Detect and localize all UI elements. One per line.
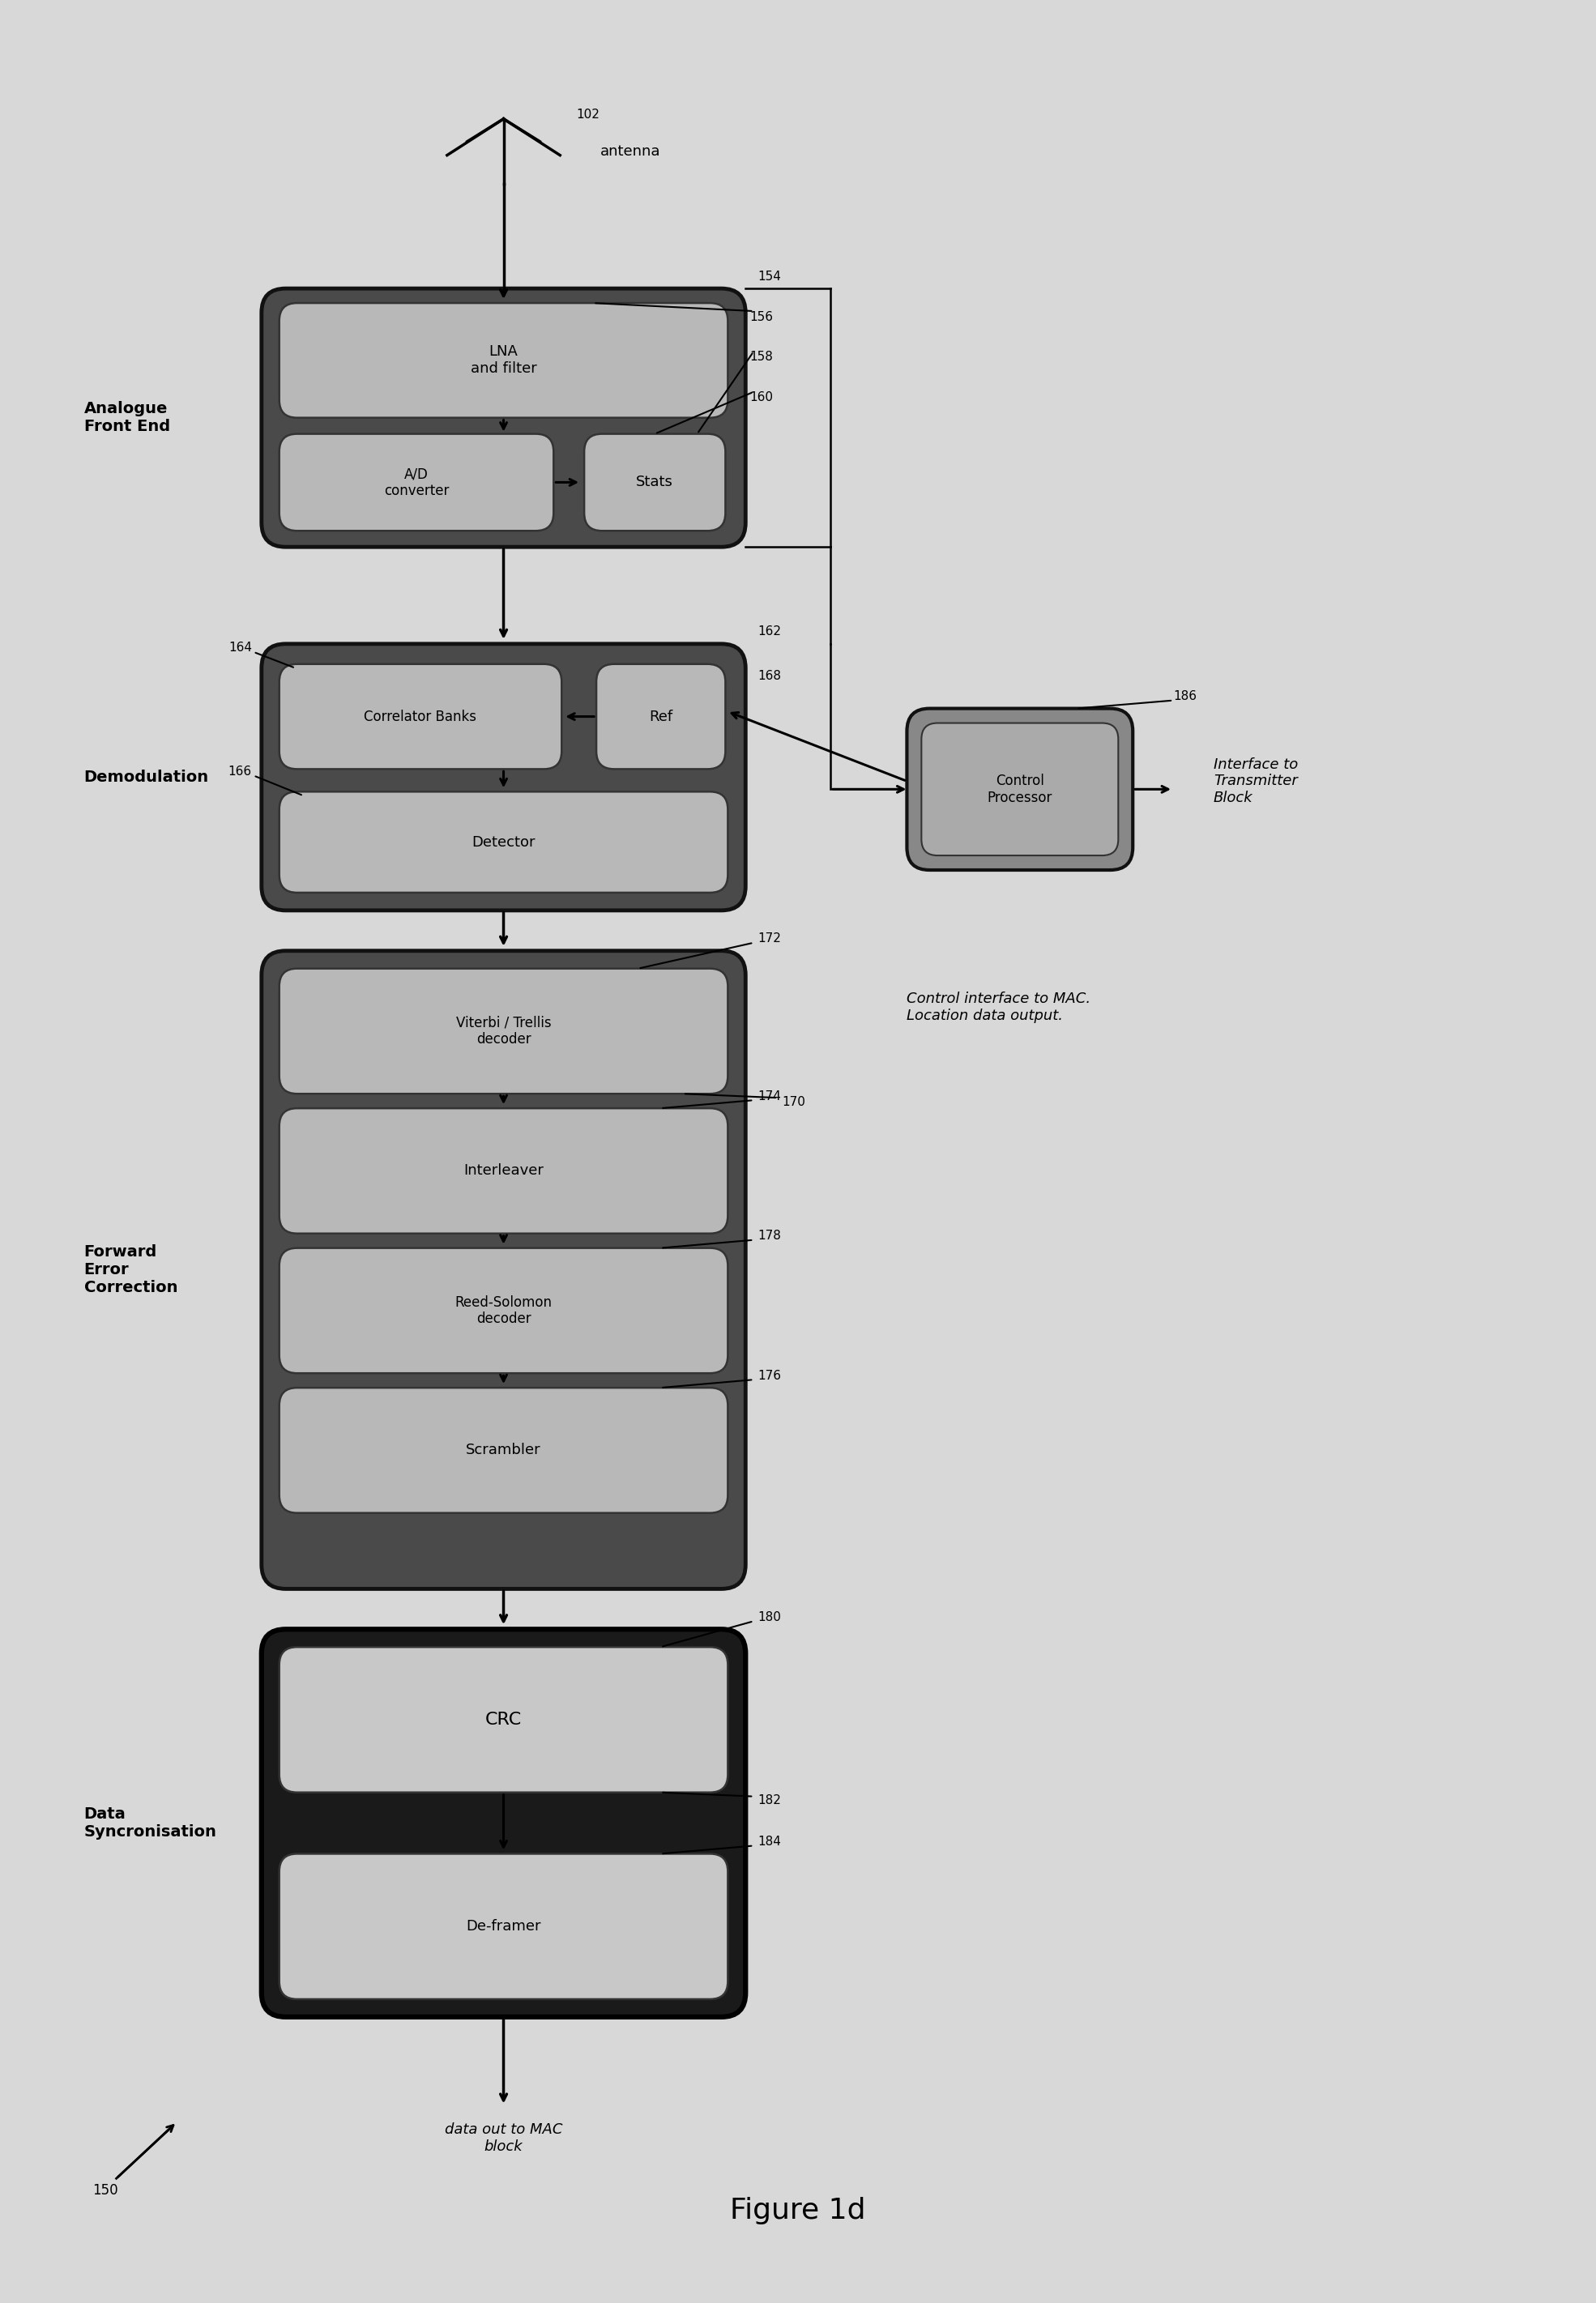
Text: 158: 158 xyxy=(750,350,772,364)
Text: Scrambler: Scrambler xyxy=(466,1444,541,1458)
FancyBboxPatch shape xyxy=(279,1389,728,1513)
Text: antenna: antenna xyxy=(600,143,661,159)
Text: 182: 182 xyxy=(758,1794,780,1806)
Text: data out to MAC
block: data out to MAC block xyxy=(445,2123,562,2153)
Text: 186: 186 xyxy=(1173,691,1197,702)
Text: Control interface to MAC.
Location data output.: Control interface to MAC. Location data … xyxy=(907,993,1092,1023)
Text: 174: 174 xyxy=(758,1089,780,1103)
Text: A/D
converter: A/D converter xyxy=(385,468,448,497)
FancyBboxPatch shape xyxy=(279,433,554,530)
Text: 162: 162 xyxy=(758,626,780,638)
Text: Control
Processor: Control Processor xyxy=(988,774,1052,806)
Text: 102: 102 xyxy=(576,108,600,122)
Text: 166: 166 xyxy=(228,765,252,778)
Text: CRC: CRC xyxy=(485,1711,522,1727)
Text: Demodulation: Demodulation xyxy=(85,769,209,785)
Text: Detector: Detector xyxy=(472,836,535,850)
Text: Analogue
Front End: Analogue Front End xyxy=(85,401,171,435)
Text: LNA
and filter: LNA and filter xyxy=(471,345,536,375)
FancyBboxPatch shape xyxy=(921,723,1119,854)
FancyBboxPatch shape xyxy=(262,645,745,910)
Text: 170: 170 xyxy=(782,1096,806,1108)
FancyBboxPatch shape xyxy=(262,951,745,1589)
Text: 154: 154 xyxy=(758,269,780,283)
Text: 180: 180 xyxy=(758,1612,780,1624)
Text: 168: 168 xyxy=(758,670,780,682)
Text: 172: 172 xyxy=(758,933,780,944)
FancyBboxPatch shape xyxy=(279,1647,728,1792)
FancyBboxPatch shape xyxy=(279,1108,728,1234)
Text: 156: 156 xyxy=(750,311,772,322)
FancyBboxPatch shape xyxy=(279,792,728,894)
Text: Viterbi / Trellis
decoder: Viterbi / Trellis decoder xyxy=(456,1016,551,1048)
FancyBboxPatch shape xyxy=(279,1854,728,1999)
Text: Ref: Ref xyxy=(650,709,672,723)
Text: 178: 178 xyxy=(758,1230,780,1241)
Text: 160: 160 xyxy=(750,392,772,403)
FancyBboxPatch shape xyxy=(262,1628,745,2017)
FancyBboxPatch shape xyxy=(262,288,745,546)
FancyBboxPatch shape xyxy=(279,304,728,417)
Text: 184: 184 xyxy=(758,1835,780,1847)
Text: Interface to
Transmitter
Block: Interface to Transmitter Block xyxy=(1213,758,1298,806)
Text: Interleaver: Interleaver xyxy=(463,1163,544,1179)
Text: Figure 1d: Figure 1d xyxy=(729,2197,867,2225)
Text: 164: 164 xyxy=(228,643,252,654)
FancyBboxPatch shape xyxy=(279,1248,728,1373)
FancyBboxPatch shape xyxy=(907,709,1133,871)
FancyBboxPatch shape xyxy=(584,433,726,530)
FancyBboxPatch shape xyxy=(279,970,728,1094)
Text: Stats: Stats xyxy=(637,474,674,491)
Text: Correlator Banks: Correlator Banks xyxy=(364,709,477,723)
Text: Forward
Error
Correction: Forward Error Correction xyxy=(85,1244,177,1294)
Text: Data
Syncronisation: Data Syncronisation xyxy=(85,1806,217,1840)
Text: Reed-Solomon
decoder: Reed-Solomon decoder xyxy=(455,1294,552,1327)
Text: 150: 150 xyxy=(93,2183,118,2197)
FancyBboxPatch shape xyxy=(279,663,562,769)
FancyBboxPatch shape xyxy=(597,663,726,769)
Text: 176: 176 xyxy=(758,1370,780,1382)
Text: De-framer: De-framer xyxy=(466,1918,541,1935)
